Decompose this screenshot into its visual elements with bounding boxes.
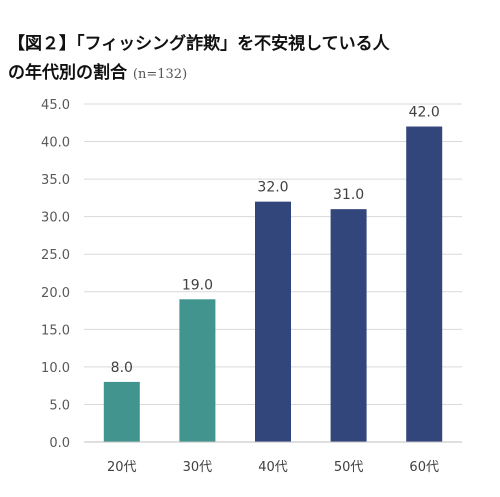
- x-category-label: 30代: [183, 460, 213, 475]
- bar-data-label: 31.0: [333, 187, 364, 203]
- bar: [179, 299, 216, 442]
- chart-title-line2: の年代別の割合: [8, 63, 127, 83]
- y-tick-label: 30.0: [41, 211, 70, 226]
- y-tick-label: 10.0: [41, 361, 70, 376]
- chart-title-line1: 【図２】「フィッシング詐欺」を不安視している人: [8, 34, 390, 54]
- bar: [406, 126, 443, 443]
- y-tick-label: 25.0: [41, 248, 70, 263]
- y-tick-label: 15.0: [41, 323, 70, 338]
- x-category-label: 50代: [334, 460, 364, 475]
- x-category-label: 40代: [258, 460, 288, 475]
- y-tick-label: 20.0: [41, 286, 70, 301]
- bar: [255, 201, 291, 442]
- x-axis-categories: 20代 30代 40代 50代 60代: [107, 460, 439, 475]
- x-category-label: 20代: [107, 460, 137, 475]
- y-tick-label: 40.0: [41, 136, 70, 151]
- x-category-label: 60代: [409, 460, 439, 475]
- y-tick-label: 35.0: [41, 173, 70, 188]
- chart-title: 【図２】「フィッシング詐欺」を不安視している人 の年代別の割合 (n=132): [8, 30, 488, 89]
- bar: [330, 209, 367, 442]
- y-tick-label: 5.0: [49, 398, 70, 413]
- bar-data-label: 42.0: [409, 105, 440, 121]
- y-tick-label: 0.0: [49, 436, 70, 451]
- bar-data-label: 32.0: [257, 180, 288, 196]
- bar-data-label: 8.0: [111, 360, 133, 376]
- bar: [103, 381, 140, 442]
- y-tick-label: 45.0: [41, 98, 70, 113]
- bar-data-label: 19.0: [182, 277, 213, 293]
- data-labels: 8.0 19.0 32.0 31.0 42.0: [111, 105, 440, 376]
- sample-size-label: (n=132): [132, 67, 188, 82]
- y-axis-ticks: 0.0 5.0 10.0 15.0 20.0 25.0 30.0 35.0 40.0 45.0: [41, 98, 70, 451]
- bars: [103, 126, 443, 443]
